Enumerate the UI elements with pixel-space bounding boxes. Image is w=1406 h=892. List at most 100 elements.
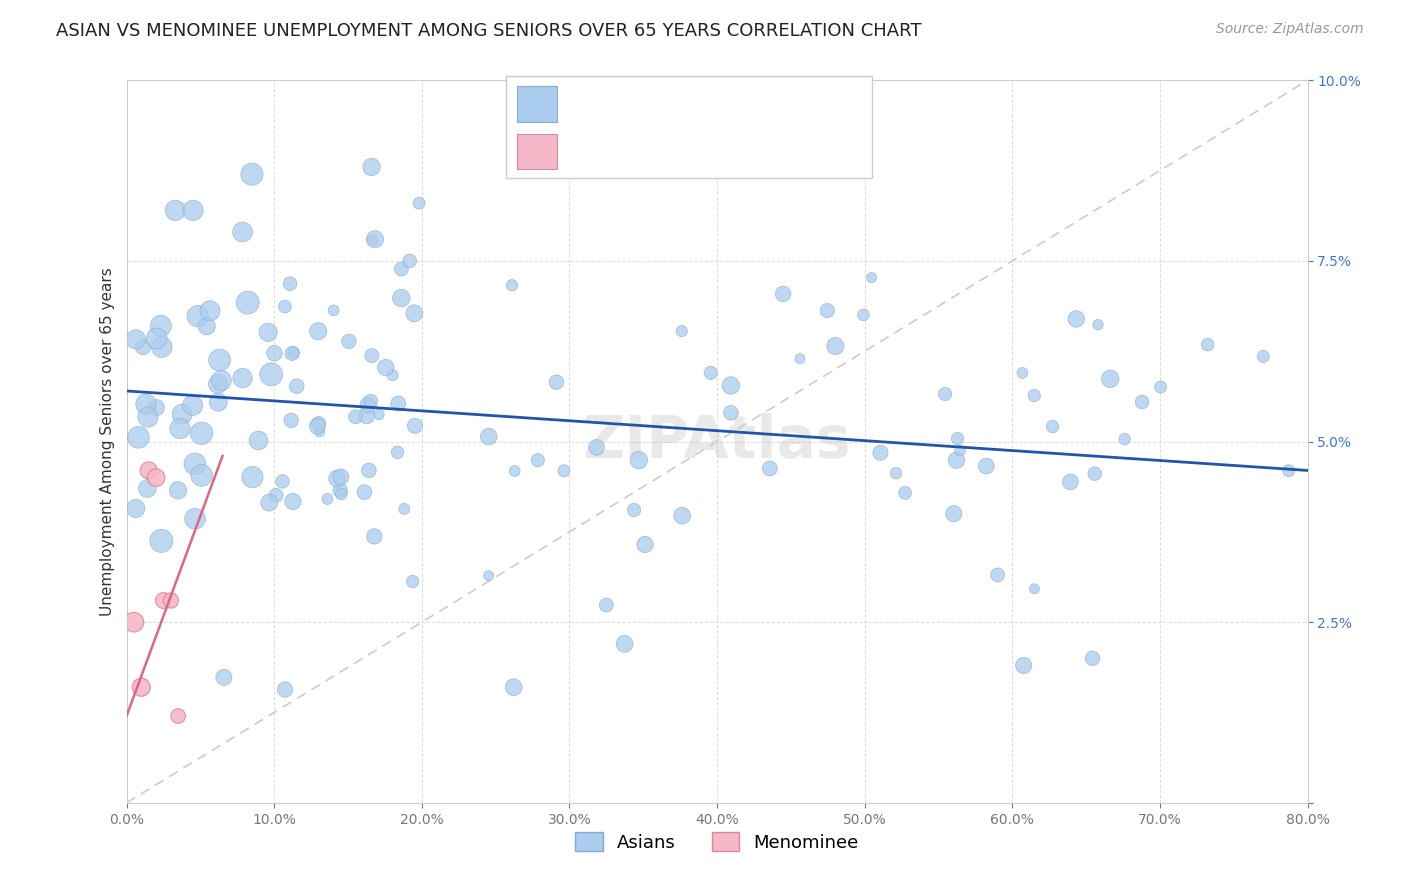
Point	[322, 303, 344, 318]
Point	[181, 203, 204, 218]
Point	[184, 457, 207, 471]
Point	[257, 326, 280, 340]
Point	[1278, 464, 1301, 478]
Point	[271, 475, 294, 489]
Point	[307, 324, 329, 338]
Point	[152, 593, 174, 607]
Point	[934, 387, 956, 401]
Text: 0.157: 0.157	[633, 146, 686, 165]
Point	[329, 483, 352, 498]
Point	[330, 487, 353, 501]
Point	[627, 453, 650, 467]
Point	[326, 472, 349, 486]
Point	[1064, 312, 1087, 326]
Point	[356, 409, 378, 423]
Point	[501, 278, 523, 293]
Point	[129, 680, 153, 694]
Point	[240, 167, 263, 181]
Point	[190, 468, 212, 483]
Point	[236, 295, 259, 310]
Point	[149, 318, 172, 333]
Point	[671, 508, 693, 523]
Point	[283, 345, 305, 359]
Text: ASIAN VS MENOMINEE UNEMPLOYMENT AMONG SENIORS OVER 65 YEARS CORRELATION CHART: ASIAN VS MENOMINEE UNEMPLOYMENT AMONG SE…	[56, 22, 922, 40]
Point	[387, 396, 409, 410]
Point	[987, 567, 1010, 582]
Point	[404, 306, 426, 320]
Point	[264, 488, 287, 502]
Point	[942, 507, 965, 521]
Point	[187, 309, 209, 323]
Text: ZIPAtlas: ZIPAtlas	[582, 413, 852, 470]
Point	[824, 339, 846, 353]
Point	[394, 502, 416, 516]
Point	[374, 360, 396, 375]
Point	[344, 409, 367, 424]
Point	[145, 471, 167, 485]
Point	[368, 408, 391, 422]
Point	[402, 574, 425, 589]
Point	[274, 300, 297, 314]
Point	[278, 277, 301, 291]
Point	[1042, 419, 1064, 434]
Point	[165, 203, 187, 218]
Point	[145, 331, 167, 345]
Point	[526, 453, 548, 467]
Point	[869, 446, 891, 460]
Point	[160, 593, 183, 607]
Point	[198, 303, 221, 318]
Point	[263, 346, 285, 360]
Point	[946, 432, 969, 446]
Point	[281, 346, 304, 360]
Point	[274, 682, 297, 697]
Point	[1087, 318, 1109, 332]
Point	[195, 319, 218, 334]
Point	[1130, 395, 1153, 409]
Point	[150, 533, 173, 548]
Point	[503, 464, 526, 478]
Point	[398, 254, 420, 268]
Point	[190, 426, 212, 441]
Point	[945, 453, 967, 467]
Point	[136, 482, 159, 496]
Point	[1011, 366, 1033, 380]
Point	[623, 503, 645, 517]
Point	[720, 406, 742, 420]
Point	[1114, 432, 1136, 446]
Point	[207, 395, 229, 409]
Point	[169, 421, 191, 435]
Point	[329, 470, 352, 484]
Point	[172, 407, 194, 421]
Point	[127, 430, 149, 444]
Point	[1012, 658, 1035, 673]
Point	[613, 637, 636, 651]
Point	[553, 464, 575, 478]
Point	[132, 340, 155, 354]
Legend: Asians, Menominee: Asians, Menominee	[568, 825, 866, 859]
Text: -0.194: -0.194	[633, 99, 693, 118]
Point	[1081, 651, 1104, 665]
Point	[125, 501, 148, 516]
Point	[860, 270, 883, 285]
Text: R =: R =	[574, 146, 609, 165]
Point	[389, 291, 412, 305]
Point	[150, 340, 173, 354]
Point	[181, 398, 204, 412]
Point	[634, 537, 657, 551]
Point	[720, 378, 742, 392]
Point	[337, 334, 360, 349]
Point	[671, 324, 693, 338]
Y-axis label: Unemployment Among Seniors over 65 years: Unemployment Among Seniors over 65 years	[100, 268, 115, 615]
Point	[360, 160, 382, 174]
Point	[135, 397, 157, 411]
Point	[699, 366, 721, 380]
Point	[232, 225, 254, 239]
Point	[307, 419, 329, 434]
Point	[1024, 582, 1046, 596]
Point	[595, 598, 617, 612]
Point	[357, 463, 380, 477]
Point	[167, 483, 190, 498]
Point	[353, 485, 375, 500]
Point	[167, 709, 190, 723]
Point	[138, 463, 160, 477]
